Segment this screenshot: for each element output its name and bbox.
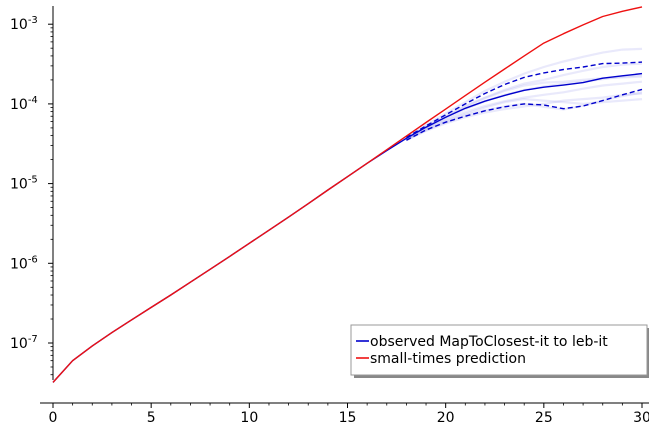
background-trace-1 bbox=[405, 62, 643, 140]
x-tick-label-0: 0 bbox=[49, 410, 58, 426]
y-tick-label-4: 10-3 bbox=[10, 15, 38, 33]
y-tick-label-0: 10-7 bbox=[10, 334, 38, 352]
background-trace-5 bbox=[405, 92, 643, 142]
legend: observed MapToClosest-it to leb-itsmall-… bbox=[350, 324, 649, 378]
series-line-3 bbox=[52, 6, 643, 383]
y-tick-label-3: 10-4 bbox=[10, 95, 38, 113]
x-tick-label-4: 20 bbox=[437, 410, 455, 426]
x-tick-label-2: 10 bbox=[240, 410, 258, 426]
legend-label-0: observed MapToClosest-it to leb-it bbox=[370, 334, 608, 350]
y-tick-label-2: 10-5 bbox=[10, 175, 38, 193]
background-trace-0 bbox=[405, 47, 643, 140]
y-tick-label-1: 10-6 bbox=[10, 254, 38, 272]
axes: 0 5 10 15 20 25 30 10-7 10-6 10-5 10-4 10-3 bbox=[10, 6, 649, 426]
background-traces bbox=[405, 47, 643, 142]
background-trace-3 bbox=[405, 80, 643, 141]
background-trace-6 bbox=[405, 97, 643, 141]
x-tick-label-1: 5 bbox=[147, 410, 156, 426]
x-tick-label-5: 25 bbox=[535, 410, 553, 426]
series-line-1 bbox=[406, 61, 643, 139]
legend-box bbox=[350, 324, 648, 376]
legend-label-1: small-times prediction bbox=[370, 351, 526, 367]
series-layer bbox=[52, 6, 643, 383]
x-tick-label-3: 15 bbox=[339, 410, 357, 426]
x-tick-label-6: 30 bbox=[633, 410, 649, 426]
series-line-2 bbox=[406, 88, 643, 141]
